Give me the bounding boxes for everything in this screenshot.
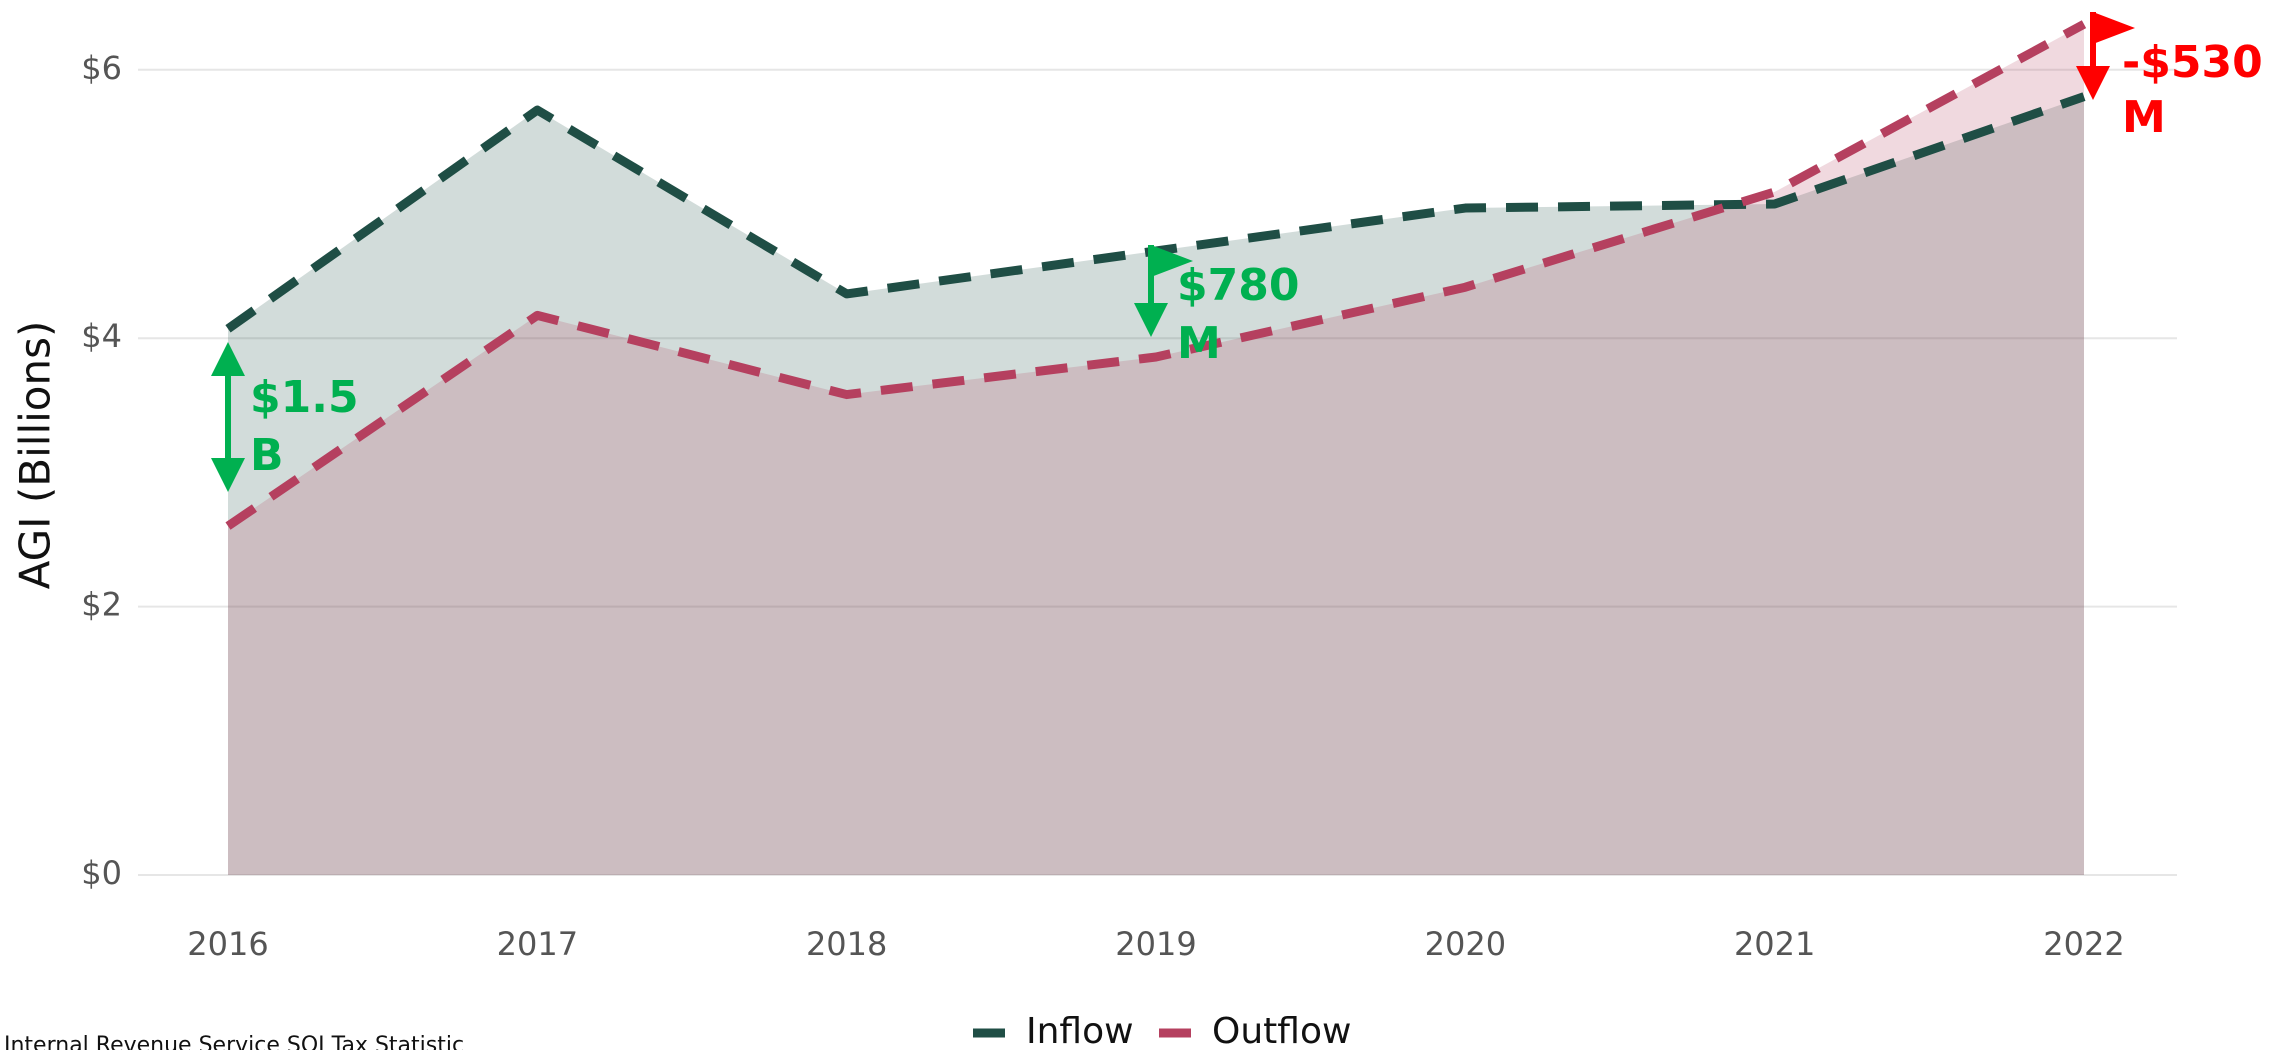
arrow-head [1134,303,1168,337]
flag [2093,12,2135,44]
source: Internal Revenue Service SOI Tax Statist… [4,1033,464,1050]
annotation-text: M [1177,318,1221,369]
line [225,20,2087,530]
legend-label: Outflow [1212,1011,1351,1050]
x-tick-label: 2017 [497,925,578,963]
x-tick-label: 2016 [187,925,268,963]
arrow-head [2076,66,2110,100]
annotation-text: $780 [1177,260,1299,311]
legend-label: Inflow [1026,1011,1134,1050]
annotation-text: -$530 [2122,37,2263,88]
area [228,24,2084,876]
x-tick-label: 2019 [1115,925,1196,963]
annotation-text: B [250,430,284,481]
y-tick-label: $2 [81,586,122,624]
area [228,96,2084,875]
x-tick-label: 2021 [1734,925,1815,963]
y-axis-title: AGI (Billions) [11,321,60,590]
y-tick-label: $0 [81,854,122,892]
arrow-head [211,458,245,492]
x-tick-label: 2020 [1425,925,1506,963]
flag [1151,245,1193,277]
annotation-text: $1.5 [250,372,359,423]
y-tick-label: $4 [81,317,122,355]
arrow-head [211,342,245,376]
x-tick-label: 2022 [2043,925,2124,963]
x-tick-label: 2018 [806,925,887,963]
annotation-text: M [2122,92,2166,143]
y-tick-label: $6 [81,49,122,87]
